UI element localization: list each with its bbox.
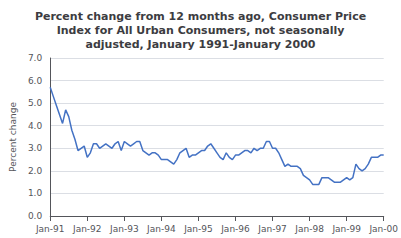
svg-text:Percent change from 12 months: Percent change from 12 months ago, Consu… — [35, 10, 366, 23]
svg-text:2.0: 2.0 — [28, 166, 43, 176]
svg-text:4.0: 4.0 — [28, 121, 43, 131]
svg-text:0.0: 0.0 — [28, 211, 43, 221]
svg-text:Jan-95: Jan-95 — [183, 224, 213, 234]
svg-text:3.0: 3.0 — [28, 143, 43, 153]
svg-text:Jan-92: Jan-92 — [72, 224, 102, 234]
svg-text:Jan-96: Jan-96 — [220, 224, 250, 234]
svg-text:adjusted, January 1991-January: adjusted, January 1991-January 2000 — [86, 38, 316, 51]
svg-text:Jan-97: Jan-97 — [257, 224, 287, 234]
svg-text:Jan-98: Jan-98 — [294, 224, 324, 234]
svg-text:Jan-99: Jan-99 — [331, 224, 361, 234]
svg-text:6.0: 6.0 — [28, 76, 43, 86]
svg-text:5.0: 5.0 — [28, 98, 43, 108]
svg-text:Index for All Urban Consumers,: Index for All Urban Consumers, not seaso… — [57, 24, 345, 37]
svg-text:Percent change: Percent change — [8, 102, 18, 172]
svg-text:Jan-00: Jan-00 — [368, 224, 398, 234]
svg-text:Jan-91: Jan-91 — [35, 224, 65, 234]
svg-text:1.0: 1.0 — [28, 188, 43, 198]
svg-text:Jan-94: Jan-94 — [146, 224, 176, 234]
svg-text:7.0: 7.0 — [28, 53, 43, 63]
svg-text:Jan-93: Jan-93 — [109, 224, 139, 234]
